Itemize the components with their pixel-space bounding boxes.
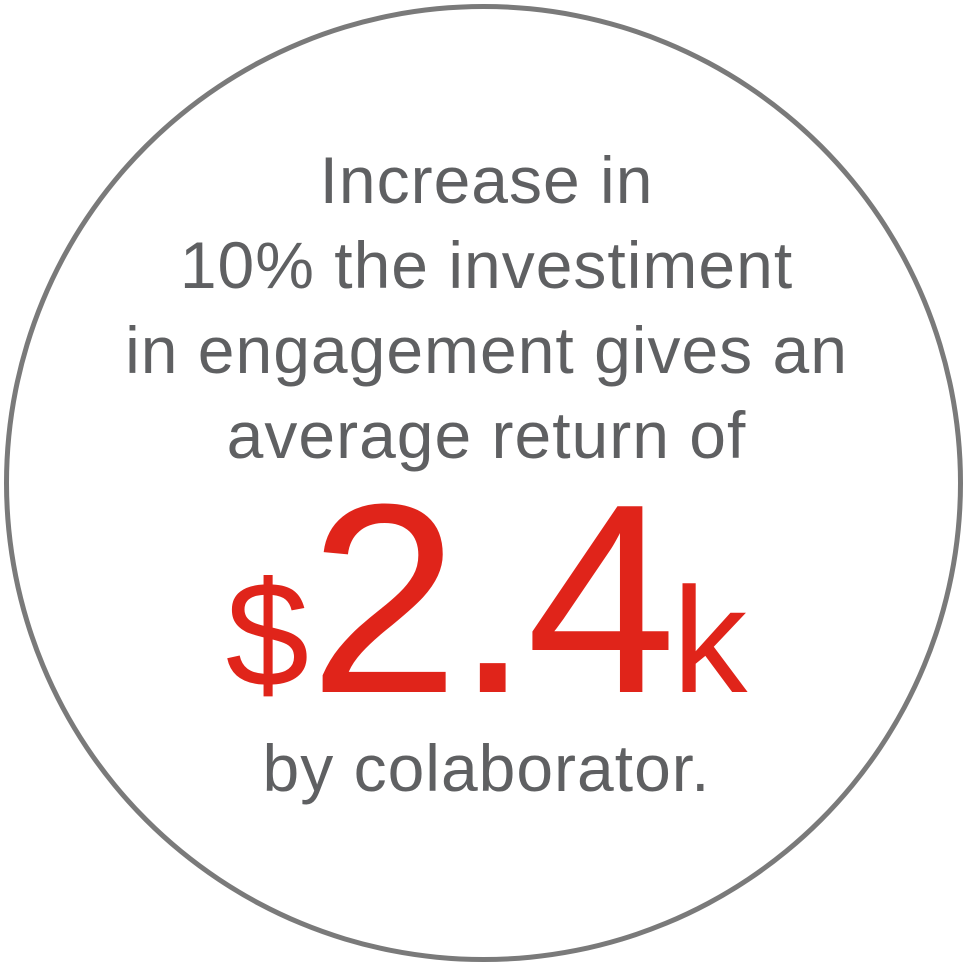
headline-line-3: in engagement gives an bbox=[125, 313, 848, 387]
amount-unit: k bbox=[672, 556, 748, 724]
headline-line-1: Increase in bbox=[319, 143, 654, 217]
headline-line-2: 10% the investiment bbox=[179, 228, 794, 302]
amount-value: 2.4 bbox=[309, 449, 676, 750]
amount-currency: $ bbox=[225, 550, 310, 718]
badge-circle bbox=[4, 4, 963, 962]
return-amount: $2.4k bbox=[0, 465, 973, 818]
headline-line-4: average return of bbox=[226, 398, 747, 472]
footer-line: by colaborator. bbox=[262, 731, 711, 805]
